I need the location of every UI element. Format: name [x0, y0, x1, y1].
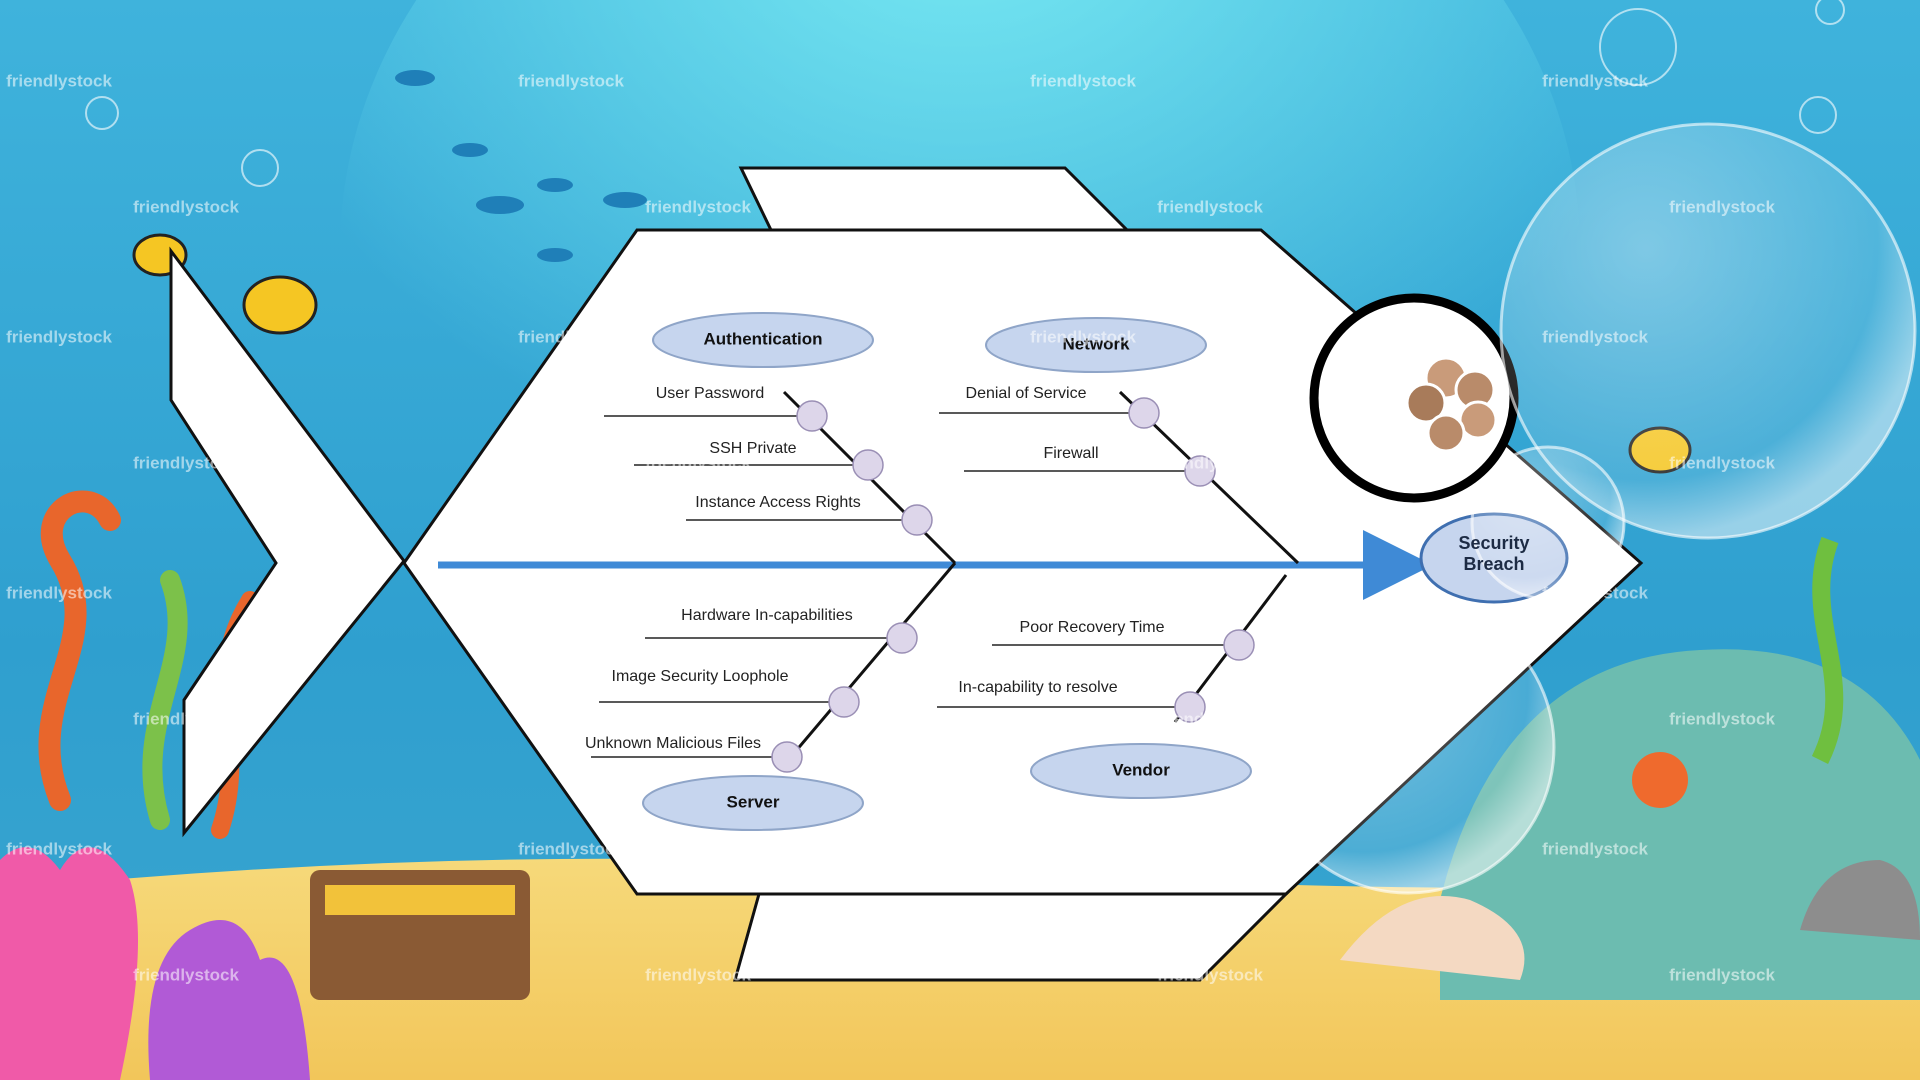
effect-label: Security Breach: [1458, 533, 1530, 574]
category-label: Network: [1062, 334, 1130, 353]
category-node: [642, 775, 864, 831]
watermark: friendlystock: [1030, 839, 1136, 858]
cause-label: Firewall: [1043, 445, 1098, 462]
watermark: friendlystock: [1669, 965, 1775, 984]
cause-node: [901, 504, 933, 536]
cause-label: User Password: [656, 385, 764, 402]
watermark: friendlystock: [133, 197, 239, 216]
cause-node: [886, 622, 918, 654]
rocks-right: [1340, 536, 1920, 1000]
watermark: friendlystock: [518, 327, 624, 346]
cause-label: In-capability to resolve: [958, 679, 1117, 696]
small-bubbles: [85, 0, 1845, 187]
category-label: Server: [727, 792, 780, 811]
cause-node: [1174, 691, 1206, 723]
watermark: friendlystock: [1157, 453, 1263, 472]
cause-label: Unknown Malicious Files: [585, 735, 761, 752]
watermark: friendlystock: [6, 839, 112, 858]
cause-label: Poor Recovery Time: [1020, 619, 1165, 636]
cause-node: [771, 741, 803, 773]
category-node: [985, 317, 1207, 373]
watermark: friendlystock: [645, 197, 751, 216]
cause-label: Instance Access Rights: [695, 494, 860, 511]
cause-node: [1223, 629, 1255, 661]
watermark: friendlystock: [133, 453, 239, 472]
watermark: friendlystock: [645, 453, 751, 472]
watermark: friendlystock: [645, 709, 751, 728]
large-bubbles: [1260, 122, 1917, 895]
watermark: friendlystock: [1669, 709, 1775, 728]
cause-node: [1128, 397, 1160, 429]
cause-label: Hardware In-capabilities: [681, 607, 853, 624]
fish-decoration: [395, 70, 647, 262]
watermark: friendlystock: [1669, 197, 1775, 216]
watermark: friendlystock: [1542, 583, 1648, 602]
bone: [782, 562, 957, 766]
watermark: friendlystock: [1542, 327, 1648, 346]
cause-label: SSH Private: [709, 440, 796, 457]
watermark: friendlystock: [133, 709, 239, 728]
watermark: friendlystock: [1030, 327, 1136, 346]
cause-node: [796, 400, 828, 432]
watermark: friendlystock: [133, 965, 239, 984]
watermark: friendlystock: [1669, 453, 1775, 472]
watermark: friendlystock: [1157, 197, 1263, 216]
watermark: friendlystock: [1157, 965, 1263, 984]
coral-left: [0, 847, 530, 1080]
watermarks: friendlystock friendlystock friendlystock f…: [6, 71, 1775, 984]
watermark: friendlystock: [1157, 709, 1263, 728]
watermark: friendlystock: [1542, 839, 1648, 858]
watermark: friendlystock: [518, 583, 624, 602]
cause-label: Image Security Loophole: [612, 668, 789, 685]
cause-label: Denial of Service: [966, 385, 1087, 402]
category-node: [652, 312, 874, 368]
watermark: friendlystock: [6, 583, 112, 602]
cause-node: [852, 449, 884, 481]
bones: User Password SSH Private Instance Access …: [585, 312, 1300, 831]
fish-top-fin: [738, 166, 1131, 232]
watermark: friendlystock: [1542, 71, 1648, 90]
watermark: friendlystock: [518, 71, 624, 90]
category-node: [1030, 743, 1252, 799]
team-photo: [1405, 356, 1498, 453]
cause-node: [1184, 455, 1216, 487]
watermark: friendlystock: [518, 839, 624, 858]
watermark: friendlystock: [6, 71, 112, 90]
cause-node: [828, 686, 860, 718]
category-label: Authentication: [704, 329, 823, 348]
watermark: friendlystock: [6, 327, 112, 346]
category-label: Vendor: [1112, 760, 1170, 779]
watermark: friendlystock: [1030, 583, 1136, 602]
watermark: friendlystock: [645, 965, 751, 984]
watermark: friendlystock: [1030, 71, 1136, 90]
